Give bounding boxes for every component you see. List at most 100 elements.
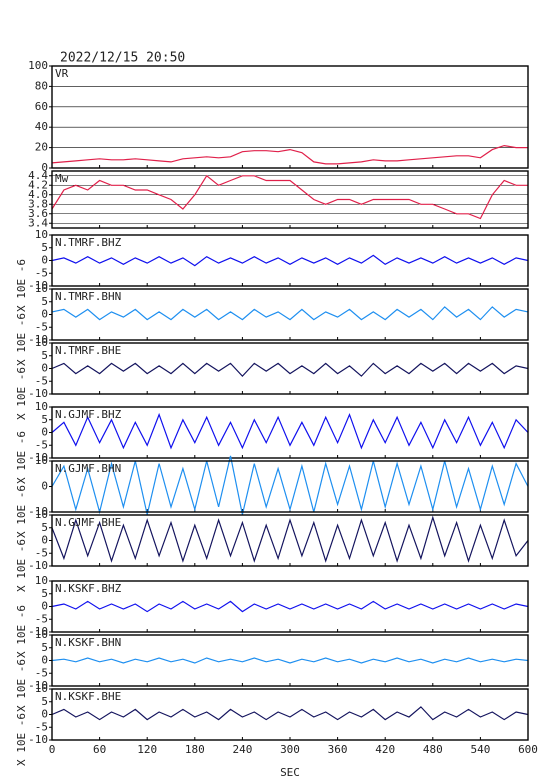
x-tick-label: 480 bbox=[423, 743, 443, 756]
y-tick-label: 5 bbox=[41, 295, 48, 308]
trace-line bbox=[51, 144, 528, 165]
x-tick-label: 0 bbox=[49, 743, 56, 756]
panel-frame bbox=[51, 342, 529, 395]
y-tick-label: 4.2 bbox=[28, 178, 48, 191]
y-tick-label: 5 bbox=[41, 587, 48, 600]
y-tick-label: -10 bbox=[28, 679, 48, 692]
x-tick-label: 240 bbox=[232, 743, 252, 756]
panel-label: N.KSKF.BHZ bbox=[55, 582, 122, 595]
y-tick-label: 0 bbox=[41, 362, 48, 375]
y-axis-label: X 10E -6 bbox=[15, 485, 28, 538]
y-axis-label: X 10E -6 bbox=[15, 605, 28, 658]
x-tick-label: 540 bbox=[470, 743, 490, 756]
trace-line bbox=[51, 706, 529, 721]
y-tick-label: -10 bbox=[28, 559, 48, 572]
y-tick-label: 5 bbox=[41, 695, 48, 708]
y-tick-label: 10 bbox=[35, 628, 48, 641]
trace-line bbox=[51, 362, 529, 377]
y-axis-label: X 10E -6 bbox=[15, 313, 28, 366]
panel-label: N.GJMF.BHN bbox=[55, 462, 121, 475]
panel-label: N.GJMF.BHE bbox=[55, 516, 121, 529]
y-tick-label: 3.8 bbox=[28, 197, 48, 210]
y-axis-label: X 10E -6 bbox=[15, 659, 28, 712]
y-tick-label: 0 bbox=[41, 161, 48, 174]
panel-label: VR bbox=[55, 67, 69, 80]
y-tick-label: -5 bbox=[35, 546, 48, 559]
y-tick-label: 3.4 bbox=[28, 216, 48, 229]
panel-frame bbox=[51, 634, 529, 687]
x-tick-label: 180 bbox=[185, 743, 205, 756]
y-tick-label: -10 bbox=[28, 451, 48, 464]
panel-label: N.KSKF.BHN bbox=[55, 636, 121, 649]
y-tick-label: 10 bbox=[35, 682, 48, 695]
y-tick-label: 80 bbox=[35, 79, 48, 92]
y-tick-label: -10 bbox=[28, 333, 48, 346]
y-tick-label: -5 bbox=[35, 612, 48, 625]
y-tick-label: 0 bbox=[41, 308, 48, 321]
panel-frame bbox=[51, 234, 529, 287]
x-tick-label: 120 bbox=[137, 743, 157, 756]
y-axis-label: X 10E -6 bbox=[15, 259, 28, 312]
y-tick-label: 5 bbox=[41, 349, 48, 362]
y-tick-label: -10 bbox=[28, 387, 48, 400]
x-tick-label: 60 bbox=[93, 743, 106, 756]
y-tick-label: 5 bbox=[41, 413, 48, 426]
y-tick-label: -5 bbox=[35, 266, 48, 279]
y-tick-label: 100 bbox=[28, 59, 48, 72]
y-tick-label: 20 bbox=[35, 141, 48, 154]
y-tick-label: 0 bbox=[41, 534, 48, 547]
trace-line bbox=[51, 600, 529, 613]
y-tick-label: -10 bbox=[28, 279, 48, 292]
panel-label: N.TMRF.BHZ bbox=[55, 236, 122, 249]
y-tick-label: 10 bbox=[35, 228, 48, 241]
y-tick-label: -10 bbox=[28, 733, 48, 746]
y-tick-label: -5 bbox=[35, 438, 48, 451]
y-tick-label: 60 bbox=[35, 100, 48, 113]
trace-line bbox=[51, 657, 529, 664]
y-tick-label: 10 bbox=[35, 454, 48, 467]
panel-frame bbox=[51, 170, 529, 229]
panel-frame bbox=[51, 688, 529, 741]
y-tick-label: 5 bbox=[41, 641, 48, 654]
trace-line bbox=[51, 254, 529, 267]
trace-line bbox=[51, 515, 529, 563]
panel-frame bbox=[51, 406, 529, 459]
y-tick-label: 0 bbox=[41, 426, 48, 439]
y-tick-label: 10 bbox=[35, 574, 48, 587]
y-axis-label: X 10E -6 bbox=[15, 431, 28, 484]
y-tick-label: 4.0 bbox=[28, 188, 48, 201]
y-tick-label: 10 bbox=[35, 508, 48, 521]
panel-frame bbox=[51, 288, 529, 341]
panel-frame bbox=[51, 514, 529, 567]
y-axis-label: X 10E -6 bbox=[15, 539, 28, 592]
y-tick-label: 0 bbox=[41, 708, 48, 721]
y-tick-label: 40 bbox=[35, 120, 48, 133]
y-axis-label: X 10E -6 bbox=[15, 713, 28, 766]
y-tick-label: -5 bbox=[35, 666, 48, 679]
x-tick-label: 300 bbox=[280, 743, 300, 756]
panel-frame bbox=[51, 65, 529, 169]
panel-frame bbox=[51, 580, 529, 633]
y-tick-label: 5 bbox=[41, 241, 48, 254]
y-tick-label: -5 bbox=[35, 374, 48, 387]
trace-line bbox=[51, 306, 529, 321]
panel-label: N.KSKF.BHE bbox=[55, 690, 121, 703]
trace-line bbox=[51, 455, 529, 515]
y-tick-label: -10 bbox=[28, 625, 48, 638]
x-tick-label: 600 bbox=[518, 743, 538, 756]
x-tick-label: 420 bbox=[375, 743, 395, 756]
chart-title: 2022/12/15 20:50 bbox=[60, 51, 185, 66]
y-tick-label: 0 bbox=[41, 654, 48, 667]
y-tick-label: -5 bbox=[35, 320, 48, 333]
trace-line bbox=[51, 412, 529, 450]
panel-label: N.TMRF.BHN bbox=[55, 290, 121, 303]
y-tick-label: 0 bbox=[41, 480, 48, 493]
trace-line bbox=[51, 174, 528, 220]
x-axis-label: SEC bbox=[280, 766, 300, 779]
panel-label: N.GJMF.BHZ bbox=[55, 408, 122, 421]
y-tick-label: -10 bbox=[28, 505, 48, 518]
y-tick-label: 4.4 bbox=[28, 169, 48, 182]
y-tick-label: 0 bbox=[41, 254, 48, 267]
x-tick-label: 360 bbox=[328, 743, 348, 756]
